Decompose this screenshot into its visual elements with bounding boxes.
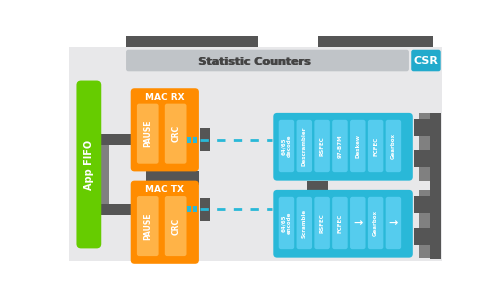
Bar <box>419 190 430 258</box>
Text: App FIFO: App FIFO <box>84 139 94 190</box>
FancyBboxPatch shape <box>296 120 312 172</box>
Text: Gearbox: Gearbox <box>373 210 378 236</box>
Bar <box>101 135 109 214</box>
FancyBboxPatch shape <box>386 120 401 172</box>
Bar <box>414 228 430 245</box>
FancyBboxPatch shape <box>278 197 294 249</box>
Bar <box>186 137 191 143</box>
Text: 64/65
encode: 64/65 encode <box>281 212 292 234</box>
FancyBboxPatch shape <box>332 120 347 172</box>
Bar <box>192 137 198 143</box>
FancyBboxPatch shape <box>350 120 366 172</box>
Text: PAUSE: PAUSE <box>144 120 152 147</box>
FancyBboxPatch shape <box>296 197 312 249</box>
Bar <box>200 198 210 221</box>
Bar <box>308 181 328 195</box>
FancyBboxPatch shape <box>165 196 186 256</box>
Bar <box>192 206 198 212</box>
FancyBboxPatch shape <box>386 197 401 249</box>
Bar <box>414 150 430 167</box>
Text: Statistic Counters: Statistic Counters <box>199 57 311 67</box>
FancyBboxPatch shape <box>130 88 199 171</box>
Text: FCFEC: FCFEC <box>373 136 378 155</box>
FancyBboxPatch shape <box>314 120 330 172</box>
FancyBboxPatch shape <box>274 190 413 258</box>
FancyBboxPatch shape <box>368 197 384 249</box>
FancyBboxPatch shape <box>137 104 158 164</box>
Bar <box>414 196 430 213</box>
Bar <box>186 206 191 212</box>
Text: CRC: CRC <box>171 217 180 235</box>
FancyBboxPatch shape <box>314 197 330 249</box>
FancyBboxPatch shape <box>137 196 158 256</box>
Bar <box>318 36 433 47</box>
FancyBboxPatch shape <box>130 181 199 264</box>
FancyBboxPatch shape <box>332 197 347 249</box>
FancyBboxPatch shape <box>76 80 101 248</box>
FancyBboxPatch shape <box>274 113 413 181</box>
FancyBboxPatch shape <box>411 50 440 71</box>
Text: FCFEC: FCFEC <box>338 213 342 233</box>
Text: →: → <box>388 218 398 228</box>
Bar <box>146 171 199 185</box>
Bar <box>126 36 258 47</box>
FancyBboxPatch shape <box>368 120 384 172</box>
Bar <box>101 135 130 145</box>
Text: 97-B7M: 97-B7M <box>338 134 342 158</box>
Text: MAC RX: MAC RX <box>145 93 184 102</box>
Text: →: → <box>353 218 362 228</box>
Text: RSFEC: RSFEC <box>320 136 324 156</box>
Text: Scramble: Scramble <box>302 208 307 237</box>
FancyBboxPatch shape <box>126 50 409 71</box>
Bar <box>430 113 440 259</box>
Text: 64/65
decode: 64/65 decode <box>281 135 292 157</box>
Bar <box>200 128 210 151</box>
Text: Descrambler: Descrambler <box>302 126 307 166</box>
Text: PAUSE: PAUSE <box>144 212 152 240</box>
Text: RSFEC: RSFEC <box>320 213 324 233</box>
FancyBboxPatch shape <box>165 104 186 164</box>
Bar <box>419 113 430 181</box>
Text: Gearbox: Gearbox <box>391 133 396 159</box>
Text: Deskew: Deskew <box>356 134 360 158</box>
Text: MAC TX: MAC TX <box>146 185 184 194</box>
Text: Statistic Counters: Statistic Counters <box>198 57 310 67</box>
Text: CRC: CRC <box>171 125 180 142</box>
Text: CSR: CSR <box>414 56 438 66</box>
FancyBboxPatch shape <box>350 197 366 249</box>
Bar <box>101 204 130 214</box>
FancyBboxPatch shape <box>278 120 294 172</box>
Bar <box>414 119 430 136</box>
